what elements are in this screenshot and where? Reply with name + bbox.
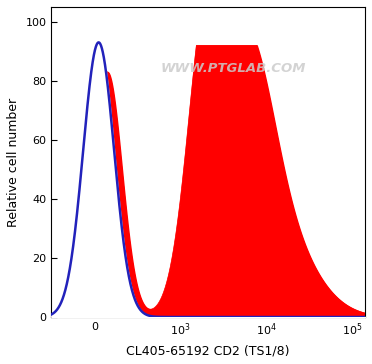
X-axis label: CL405-65192 CD2 (TS1/8): CL405-65192 CD2 (TS1/8) xyxy=(126,344,290,357)
Text: WWW.PTGLAB.COM: WWW.PTGLAB.COM xyxy=(161,63,306,75)
Y-axis label: Relative cell number: Relative cell number xyxy=(7,98,20,226)
